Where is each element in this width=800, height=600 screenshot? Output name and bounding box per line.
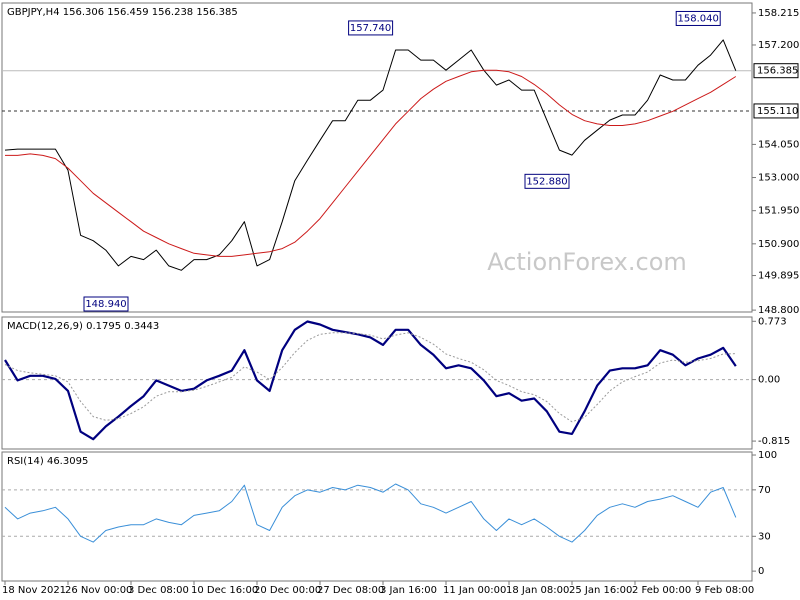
series-line [4,332,736,423]
y-tick-label: 70 [758,485,771,496]
y-tick-label: 151.950 [758,206,799,217]
x-tick-label: 26 Nov 00:00 [65,585,132,596]
x-tick-label: 10 Dec 16:00 [191,585,258,596]
x-tick-label: 11 Jan 00:00 [443,585,506,596]
panel-title: GBPJPY,H4 156.306 156.459 156.238 156.38… [7,7,238,18]
annotation-label: 152.880 [526,176,567,187]
annotation-box [524,173,570,189]
watermark: ActionForex.com [487,248,687,276]
level-box [753,103,799,119]
panel-frame [1,2,753,313]
series-line [4,483,737,543]
panel-title: RSI(14) 46.3095 [7,456,88,467]
y-tick-label: 0.00 [758,375,780,386]
x-tick-label: 2 Feb 00:00 [632,585,691,596]
level-box [753,63,799,79]
x-tick-label: 27 Dec 08:00 [317,585,384,596]
annotation-box [675,10,721,26]
y-tick-label: 148.800 [758,305,799,316]
annotation-label: 157.740 [350,23,391,34]
y-tick-label: 0 [758,566,764,577]
x-tick-label: 18 Jan 08:00 [506,585,569,596]
x-tick-label: 9 Feb 08:00 [695,585,754,596]
panel-title: MACD(12,26,9) 0.1795 0.3443 [7,321,159,332]
annotation-label: 158.040 [678,13,719,24]
x-tick-label: 20 Dec 00:00 [254,585,321,596]
series-line [5,69,737,257]
y-tick-label: 149.895 [758,271,799,282]
level-label: 156.385 [757,66,798,77]
annotation-box [83,296,129,312]
y-tick-label: -0.815 [758,436,790,447]
series-line [4,320,737,441]
y-tick-label: 0.773 [758,316,787,327]
x-tick-label: 3 Dec 08:00 [128,585,189,596]
annotation-label: 148.940 [85,299,126,310]
x-tick-label: 3 Jan 16:00 [380,585,437,596]
panel-frame [1,451,753,582]
y-tick-label: 150.900 [758,239,799,250]
y-tick-label: 100 [758,450,777,461]
y-tick-label: 154.050 [758,139,799,150]
y-tick-label: 158.215 [758,8,799,19]
annotation-box [348,20,394,36]
y-tick-label: 157.200 [758,40,799,51]
y-tick-label: 30 [758,531,771,542]
level-label: 155.110 [757,106,798,117]
x-tick-label: 25 Jan 16:00 [569,585,632,596]
y-tick-label: 153.000 [758,173,799,184]
panel-frame [1,316,753,450]
x-tick-label: 18 Nov 2021 [2,585,66,596]
series-line [4,39,737,271]
